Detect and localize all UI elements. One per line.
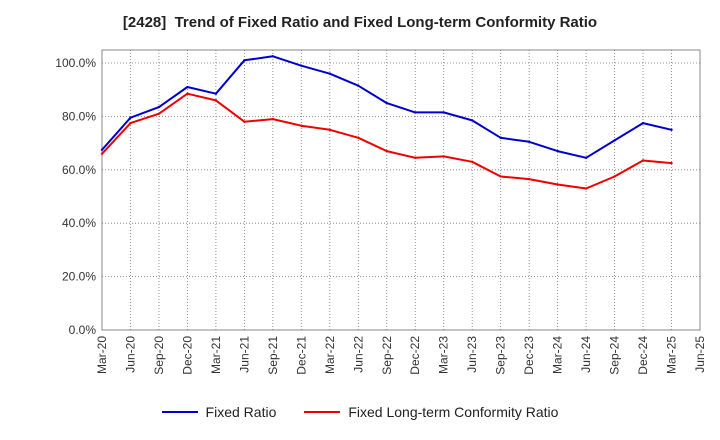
chart-title: [2428] Trend of Fixed Ratio and Fixed Lo…	[122, 14, 598, 31]
legend: Fixed Ratio Fixed Long-term Conformity R…	[0, 404, 720, 420]
x-tick-label: Jun-21	[237, 336, 251, 373]
legend-label-fixed-ratio: Fixed Ratio	[205, 404, 277, 420]
axes: 0.0% 20.0% 40.0% 60.0% 80.0% 100.0% Mar-20 Jun-…	[55, 56, 707, 375]
data-point	[556, 183, 559, 186]
x-tick-label: Jun-24	[579, 336, 593, 373]
data-point	[300, 124, 303, 127]
x-tick-label: Jun-20	[123, 336, 137, 373]
data-point	[157, 105, 161, 109]
data-point	[129, 121, 132, 125]
y-tick-label: 20.0%	[62, 270, 96, 284]
data-point	[243, 120, 246, 123]
y-tick-label: 0.0%	[69, 323, 97, 337]
data-point	[385, 149, 388, 153]
data-point	[414, 111, 417, 114]
x-tick-label: Sep-21	[266, 336, 280, 375]
legend-item-fixed-long-term-conformity-ratio: Fixed Long-term Conformity Ratio	[304, 404, 558, 420]
data-point	[271, 117, 275, 121]
data-point	[470, 119, 474, 122]
x-tick-label: Dec-24	[636, 336, 650, 375]
legend-swatch-fixed-long-term-conformity-ratio	[304, 411, 341, 413]
data-point	[100, 148, 104, 151]
data-point	[385, 101, 388, 105]
data-point	[584, 156, 588, 159]
y-tick-label: 40.0%	[62, 216, 96, 230]
data-point	[129, 116, 132, 119]
legend-swatch-fixed-ratio	[161, 411, 198, 413]
data-point	[100, 152, 104, 155]
data-point	[670, 161, 673, 165]
data-point	[613, 139, 616, 142]
x-tick-label: Mar-23	[437, 336, 451, 374]
data-point	[641, 121, 645, 125]
data-point	[357, 136, 360, 139]
plot-frame	[101, 49, 701, 331]
x-tick-label: Mar-21	[209, 336, 223, 374]
data-point	[499, 175, 502, 178]
data-point	[613, 175, 616, 178]
x-tick-label: Sep-24	[608, 336, 622, 375]
x-tick-label: Sep-22	[380, 336, 394, 375]
data-point	[243, 59, 246, 62]
data-point	[584, 187, 588, 190]
data-point	[470, 160, 474, 163]
data-point	[271, 55, 275, 58]
y-tick-label: 80.0%	[62, 109, 96, 123]
x-tick-label: Dec-22	[408, 336, 422, 375]
x-tick-label: Sep-23	[494, 336, 508, 375]
data-point	[186, 92, 189, 95]
data-point	[556, 149, 559, 153]
x-tick-label: Mar-25	[665, 336, 679, 374]
y-tick-label: 100.0%	[55, 56, 96, 70]
data-point	[442, 155, 445, 158]
x-tick-label: Mar-24	[551, 336, 565, 374]
x-tick-label: Jun-25	[693, 336, 707, 373]
data-point	[442, 111, 445, 114]
grid	[101, 49, 701, 331]
data-point	[527, 177, 531, 181]
x-tick-label: Jun-22	[351, 336, 365, 373]
x-tick-label: Jun-23	[465, 336, 479, 373]
data-point	[328, 72, 332, 75]
data-point	[641, 159, 645, 162]
data-point	[357, 84, 360, 87]
y-tick-label: 60.0%	[62, 163, 96, 177]
legend-item-fixed-ratio: Fixed Ratio	[161, 404, 277, 420]
legend-label-fixed-long-term-conformity-ratio: Fixed Long-term Conformity Ratio	[348, 404, 559, 420]
data-point	[214, 99, 218, 102]
data-point	[214, 92, 218, 95]
data-point	[186, 85, 189, 89]
data-point	[414, 156, 417, 159]
data-point	[527, 140, 531, 143]
data-point	[499, 136, 502, 139]
data-point	[300, 64, 303, 67]
series-lines	[100, 55, 673, 190]
x-tick-label: Mar-22	[323, 336, 337, 374]
x-tick-label: Dec-20	[180, 336, 194, 375]
x-tick-label: Dec-21	[294, 336, 308, 375]
x-tick-label: Mar-20	[95, 336, 109, 374]
data-point	[157, 112, 161, 115]
x-tick-label: Sep-20	[152, 336, 166, 375]
x-tick-label: Dec-23	[522, 336, 536, 375]
data-point	[328, 128, 332, 131]
data-point	[670, 128, 673, 131]
